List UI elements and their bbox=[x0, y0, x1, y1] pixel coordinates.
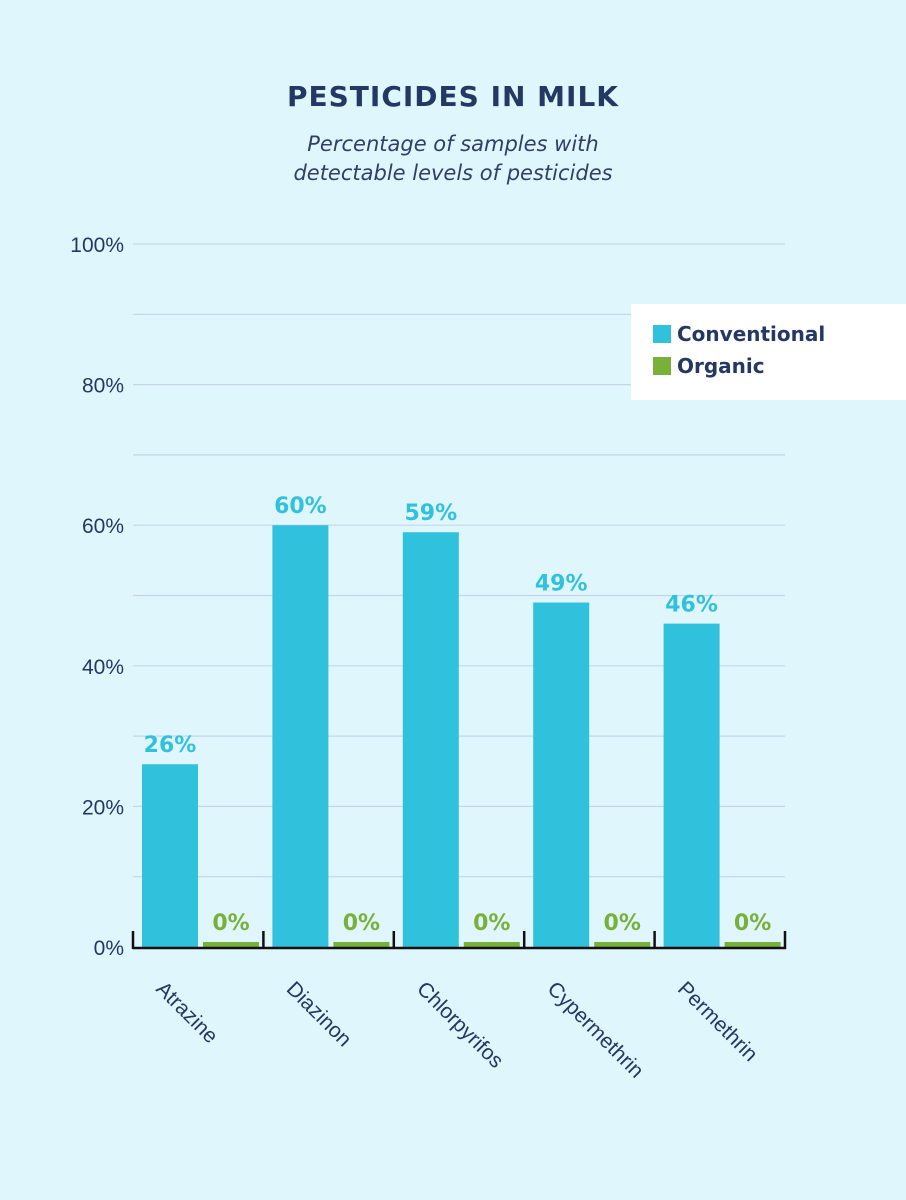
data-label: 0% bbox=[212, 911, 249, 936]
legend-item-organic: Organic bbox=[653, 354, 765, 378]
data-label: 26% bbox=[144, 733, 197, 758]
x-tick-label: Permethrin bbox=[673, 977, 762, 1066]
chart-subtitle: Percentage of samples with detectable le… bbox=[0, 130, 906, 188]
subtitle-line-1: Percentage of samples with bbox=[307, 132, 599, 156]
bar-conventional-cypermethrin bbox=[533, 602, 590, 947]
bars bbox=[142, 525, 781, 947]
bar-organic-cypermethrin bbox=[594, 942, 651, 947]
chart-title: PESTICIDES IN MILK bbox=[286, 80, 619, 113]
data-label: 0% bbox=[734, 911, 771, 936]
bar-organic-diazinon bbox=[333, 942, 390, 947]
subtitle-line-2: detectable levels of pesticides bbox=[293, 161, 613, 185]
bar-organic-chlorpyrifos bbox=[463, 942, 520, 947]
bar-conventional-chlorpyrifos bbox=[402, 532, 459, 947]
y-tick-label: 40% bbox=[82, 656, 124, 679]
x-tick-label: Chlorpyrifos bbox=[412, 977, 507, 1072]
y-tick-label: 60% bbox=[82, 515, 124, 538]
data-labels: 26% 0% 60% 0% 59% 0% 49% 0% 46% 0% bbox=[144, 494, 772, 936]
legend-swatch-organic bbox=[653, 357, 671, 375]
legend-label-conventional: Conventional bbox=[677, 322, 826, 346]
data-label: 0% bbox=[473, 911, 510, 936]
x-axis-tick-labels: Atrazine Diazinon Chlorpyrifos Cypermethrin… bbox=[151, 977, 761, 1082]
bar-organic-permethrin bbox=[724, 942, 781, 947]
bar-conventional-atrazine bbox=[142, 764, 198, 947]
y-tick-label: 80% bbox=[82, 375, 124, 398]
bar-conventional-permethrin bbox=[663, 623, 720, 947]
data-label: 0% bbox=[604, 911, 641, 936]
data-label: 0% bbox=[343, 911, 380, 936]
y-tick-label: 0% bbox=[94, 937, 124, 960]
y-tick-label: 20% bbox=[82, 796, 124, 819]
data-label: 46% bbox=[665, 593, 718, 618]
y-axis-ticks: 0% 20% 40% 60% 80% 100% bbox=[70, 234, 124, 960]
legend-item-conventional: Conventional bbox=[653, 322, 825, 346]
bar-organic-atrazine bbox=[203, 942, 259, 947]
legend: Conventional Organic bbox=[631, 304, 906, 400]
x-tick-label: Atrazine bbox=[151, 977, 222, 1048]
data-label: 49% bbox=[535, 572, 588, 597]
bar-conventional-diazinon bbox=[272, 525, 329, 947]
data-label: 60% bbox=[274, 494, 327, 519]
x-tick-label: Cypermethrin bbox=[543, 977, 648, 1082]
legend-swatch-conventional bbox=[653, 325, 671, 343]
y-tick-label: 100% bbox=[70, 234, 124, 257]
data-label: 59% bbox=[404, 501, 457, 526]
x-axis bbox=[131, 931, 787, 950]
x-tick-label: Diazinon bbox=[282, 977, 356, 1051]
legend-label-organic: Organic bbox=[677, 354, 765, 378]
